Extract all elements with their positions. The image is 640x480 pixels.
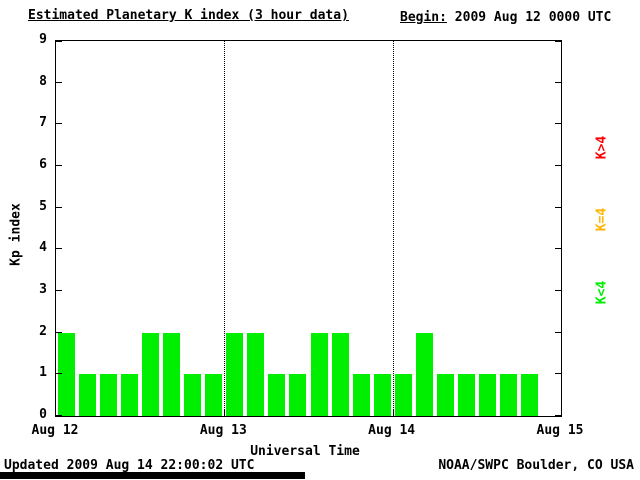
- y-tick-mark: [56, 290, 62, 291]
- x-tick-label: Aug 12: [31, 423, 79, 438]
- y-tick-mark: [555, 123, 561, 125]
- kp-bar: [415, 332, 433, 416]
- y-tick-mark: [555, 290, 561, 291]
- y-tick-mark: [555, 81, 561, 83]
- kp-bar: [373, 374, 391, 416]
- y-tick-mark: [56, 81, 62, 83]
- kp-bar: [331, 332, 349, 416]
- kp-bar: [205, 374, 223, 416]
- y-tick-label: 6: [39, 157, 47, 172]
- y-tick-mark: [56, 165, 62, 166]
- kp-bar: [268, 374, 286, 416]
- y-tick-label: 0: [39, 407, 47, 422]
- y-tick-mark: [56, 415, 62, 416]
- legend-k-gt-4: K>4: [594, 135, 610, 160]
- kp-bar: [247, 332, 265, 416]
- y-tick-label: 4: [39, 240, 47, 256]
- legend-k-lt-4: K<4: [594, 280, 610, 305]
- y-tick-mark: [56, 41, 62, 42]
- day-boundary-line: [224, 41, 226, 416]
- kp-bar: [436, 374, 454, 416]
- y-tick-label: 9: [39, 32, 47, 47]
- kp-bar: [184, 374, 202, 416]
- x-tick-label: Aug 14: [368, 423, 416, 438]
- y-tick-mark: [555, 165, 561, 166]
- kp-bar: [121, 374, 139, 416]
- y-tick-mark: [56, 373, 62, 375]
- begin-label: Begin:: [400, 10, 447, 25]
- kp-bar: [100, 374, 118, 416]
- kp-bar: [478, 374, 496, 416]
- kp-bar: [499, 374, 517, 416]
- y-tick-label: 1: [39, 365, 47, 381]
- y-tick-mark: [555, 415, 561, 416]
- kp-bar: [58, 332, 76, 416]
- y-tick-mark: [56, 331, 62, 333]
- kp-bar: [226, 332, 244, 416]
- y-axis-title: Kp index: [8, 203, 24, 266]
- x-tick-label: Aug 15: [536, 423, 584, 438]
- y-tick-mark: [555, 331, 561, 333]
- kp-bar: [352, 374, 370, 416]
- y-tick-mark: [555, 373, 561, 375]
- y-tick-mark: [56, 248, 62, 250]
- y-tick-mark: [56, 123, 62, 125]
- kp-bar: [520, 374, 538, 416]
- y-tick-label: 2: [39, 323, 47, 339]
- source-credit: NOAA/SWPC Boulder, CO USA: [438, 458, 634, 473]
- chart-title: Estimated Planetary K index (3 hour data…: [28, 8, 349, 23]
- y-tick-mark: [555, 41, 561, 42]
- x-axis-title: Universal Time: [0, 444, 640, 459]
- x-tick-mark: [392, 410, 394, 416]
- plot-area: [55, 40, 562, 417]
- y-tick-label: 8: [39, 73, 47, 89]
- legend-k-eq-4: K=4: [594, 207, 610, 232]
- x-tick-label: Aug 13: [199, 423, 247, 438]
- y-tick-label: 3: [39, 282, 47, 297]
- y-tick-label: 5: [39, 198, 47, 214]
- kp-bar: [163, 332, 181, 416]
- y-tick-mark: [56, 206, 62, 208]
- kp-bar: [79, 374, 97, 416]
- y-tick-label: 7: [39, 115, 47, 131]
- x-tick-mark: [224, 410, 226, 416]
- updated-timestamp: Updated 2009 Aug 14 22:00:02 UTC: [4, 458, 255, 473]
- begin-value: 2009 Aug 12 0000 UTC: [446, 10, 612, 25]
- kp-bar: [310, 332, 328, 416]
- y-tick-mark: [555, 248, 561, 250]
- kp-bar: [142, 332, 160, 416]
- kp-bar: [457, 374, 475, 416]
- kp-bar: [289, 374, 307, 416]
- begin-annotation: Begin: 2009 Aug 12 0000 UTC: [400, 10, 611, 25]
- kp-bar: [394, 374, 412, 416]
- footer-rule: [0, 472, 305, 479]
- day-boundary-line: [392, 41, 394, 416]
- x-axis-title-text: Universal Time: [250, 444, 360, 459]
- y-tick-mark: [555, 206, 561, 208]
